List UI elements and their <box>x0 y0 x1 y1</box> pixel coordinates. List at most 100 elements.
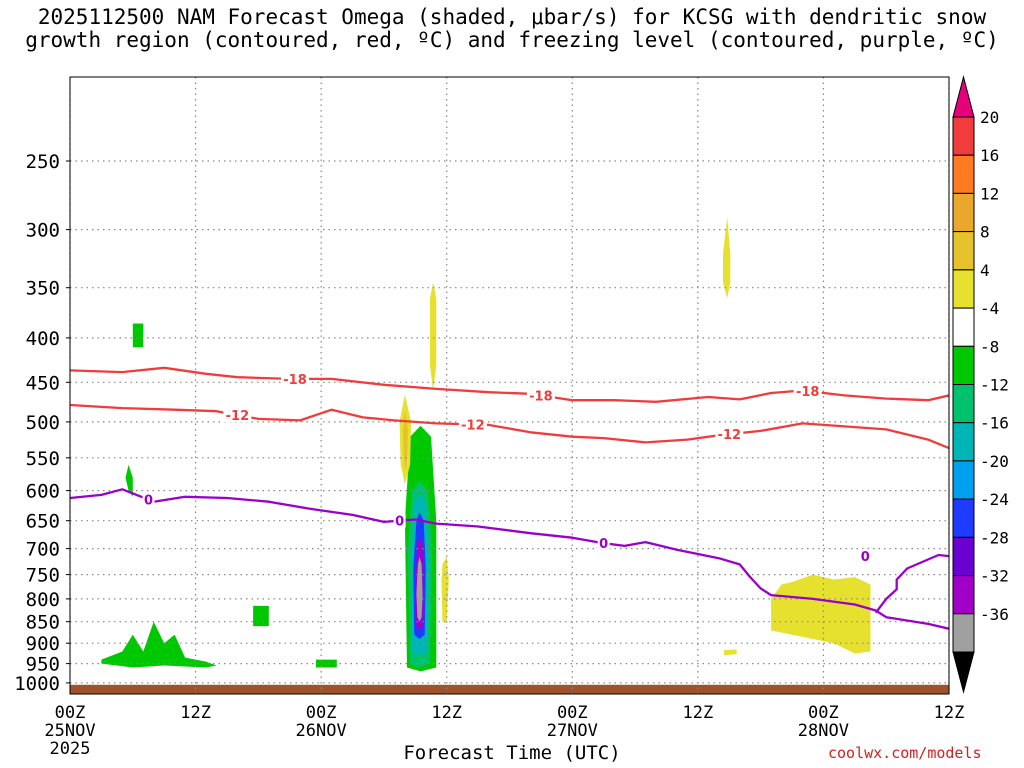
y-tick-label: 300 <box>26 220 60 242</box>
y-tick-label: 250 <box>26 151 60 173</box>
omega-shaded-region <box>416 556 423 622</box>
colorbar-label: 20 <box>980 108 999 127</box>
y-tick-label: 850 <box>26 612 60 634</box>
y-tick-label: 350 <box>26 278 60 300</box>
colorbar-swatch <box>952 422 975 462</box>
contour-label: -12 <box>461 419 485 434</box>
colorbar-swatch <box>952 307 975 347</box>
omega-shaded-region <box>315 659 337 668</box>
omega-shaded-region <box>441 556 449 622</box>
omega-shaded-region <box>253 605 269 627</box>
colorbar-swatch <box>952 460 975 500</box>
contour-label: 0 <box>599 537 608 552</box>
contour-label: -12 <box>718 428 742 443</box>
contour-label: 0 <box>395 515 404 530</box>
colorbar-swatch <box>952 575 975 615</box>
colorbar-swatch <box>952 231 975 271</box>
y-tick-label: 900 <box>26 633 60 655</box>
colorbar-label: -20 <box>980 452 1009 471</box>
colorbar-label: -36 <box>980 605 1009 624</box>
omega-shaded-region <box>430 282 437 391</box>
contour-label-bg <box>526 388 555 403</box>
colorbar-swatch <box>952 536 975 577</box>
colorbar-swatch <box>952 498 975 538</box>
x-tick-label: 12Z <box>431 703 462 723</box>
omega-shaded-region <box>402 410 408 472</box>
contour-label-bg <box>142 492 155 507</box>
colorbar-top-arrow <box>952 75 975 118</box>
contour-label: -18 <box>283 373 307 388</box>
chart-title: 2025112500 NAM Forecast Omega (shaded, μ… <box>25 5 999 52</box>
contour-label: -12 <box>226 409 250 424</box>
contour-label: 0 <box>144 494 153 509</box>
x-axis-label: Forecast Time (UTC) <box>403 742 621 764</box>
colorbar-label: 8 <box>980 223 990 242</box>
x-tick-label: 12Z <box>180 703 211 723</box>
contour-label-bg <box>281 371 309 386</box>
y-tick-label: 600 <box>26 481 60 503</box>
omega-shaded-region <box>101 621 217 668</box>
colorbar-swatch <box>952 154 975 194</box>
y-tick-label: 400 <box>26 328 60 350</box>
contour-label: -18 <box>529 389 553 404</box>
y-tick-label: 950 <box>26 654 60 676</box>
colorbar-label: -16 <box>980 414 1009 433</box>
omega-shaded-region <box>125 464 133 497</box>
colorbar-bottom-arrow <box>952 651 975 694</box>
colorbar-label: -32 <box>980 567 1009 586</box>
contour-label-bg <box>458 417 487 432</box>
contour-label-bg <box>859 549 872 564</box>
colorbar-swatch <box>952 269 975 309</box>
x-tick-label: 28NOV <box>798 721 849 741</box>
colorbar-swatch <box>952 116 975 156</box>
x-tick-label: 12Z <box>934 703 965 723</box>
x-tick-label: 00Z <box>55 703 86 723</box>
colorbar-label: -28 <box>980 528 1009 547</box>
x-tick-label: 00Z <box>306 703 337 723</box>
colorbar-label: -12 <box>980 376 1009 395</box>
contour-label-bg <box>793 384 822 399</box>
y-tick-label: 750 <box>26 565 60 587</box>
y-tick-label: 450 <box>26 372 60 394</box>
omega-shaded-region <box>724 649 737 656</box>
contour-label: -18 <box>796 385 820 400</box>
colorbar-label: -8 <box>980 337 999 356</box>
colorbar-swatch <box>952 192 975 233</box>
contour-line <box>70 488 949 630</box>
y-tick-label: 1000 <box>14 673 60 695</box>
colorbar-swatch <box>952 384 975 424</box>
contour-label-bg <box>393 513 406 528</box>
omega-shaded-region <box>723 216 731 299</box>
y-tick-label: 800 <box>26 589 60 611</box>
credit-text: coolwx.com/models <box>828 744 982 762</box>
x-tick-label: 26NOV <box>296 721 347 741</box>
colorbar-label: -4 <box>980 299 999 318</box>
contour-label: 0 <box>861 550 870 565</box>
y-tick-label: 500 <box>26 412 60 434</box>
y-tick-label: 650 <box>26 511 60 533</box>
contour-label-bg <box>223 408 252 423</box>
contour-label-bg <box>597 536 610 551</box>
contour-line <box>70 403 949 450</box>
colorbar-swatch <box>952 345 975 385</box>
plot-frame <box>69 76 950 695</box>
omega-shaded-region <box>132 323 144 348</box>
x-tick-label: 00Z <box>808 703 839 723</box>
colorbar-label: 16 <box>980 146 999 165</box>
omega-shaded-region <box>771 574 871 654</box>
y-tick-label: 550 <box>26 448 60 470</box>
x-tick-label: 2025 <box>50 739 91 759</box>
colorbar-swatch <box>952 613 975 653</box>
ground-surface <box>70 684 949 694</box>
x-tick-label: 00Z <box>557 703 588 723</box>
x-tick-label: 25NOV <box>44 721 95 741</box>
colorbar-label: 4 <box>980 261 990 280</box>
x-tick-label: 27NOV <box>547 721 598 741</box>
contour-label-bg <box>715 427 744 442</box>
y-tick-label: 700 <box>26 539 60 561</box>
x-tick-label: 12Z <box>683 703 714 723</box>
colorbar-label: 12 <box>980 184 999 203</box>
colorbar-label: -24 <box>980 490 1009 509</box>
contour-line <box>874 553 949 614</box>
